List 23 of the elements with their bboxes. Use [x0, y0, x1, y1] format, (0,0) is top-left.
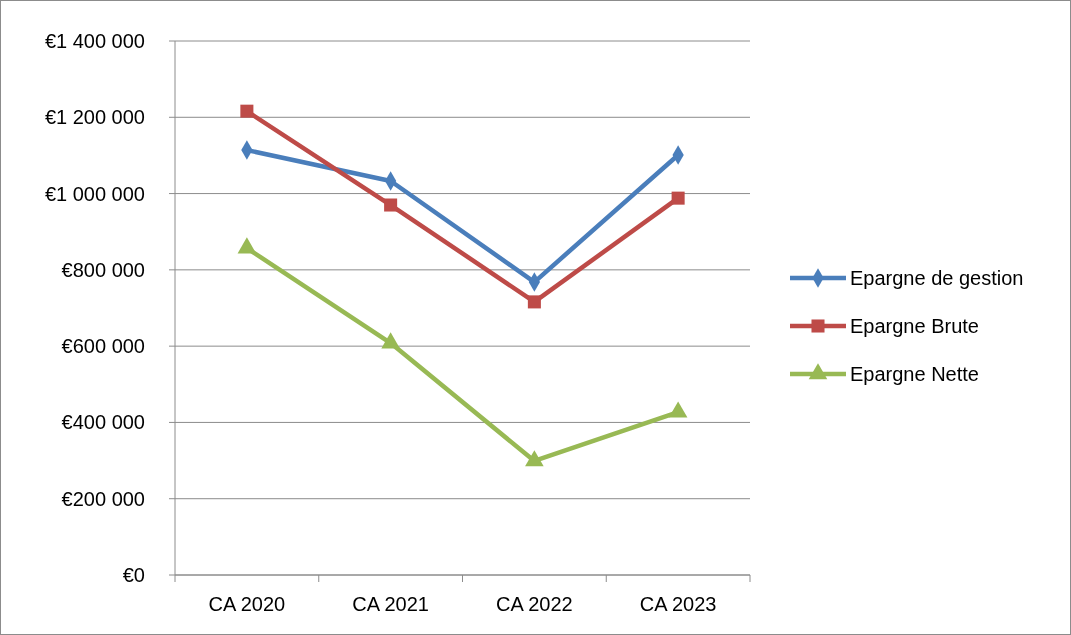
- legend-label: Epargne Nette: [850, 363, 979, 385]
- y-tick-label: €0: [122, 564, 145, 586]
- y-tick-label: €1 400 000: [44, 30, 145, 52]
- point: [527, 295, 541, 309]
- y-tick-label: €200 000: [61, 487, 145, 510]
- legend-label: Epargne Brute: [850, 315, 979, 337]
- point: [384, 198, 398, 212]
- x-tick-label: CA 2020: [208, 593, 286, 615]
- point: [237, 237, 257, 254]
- legend-label: Epargne de gestion: [850, 267, 1024, 289]
- y-tick-label: €1 000 000: [44, 182, 145, 205]
- point: [671, 191, 685, 205]
- y-tick-label: €400 000: [61, 411, 145, 434]
- point: [240, 104, 254, 118]
- point: [668, 401, 688, 418]
- x-tick-label: CA 2022: [496, 593, 573, 615]
- point: [525, 450, 544, 467]
- point: [381, 332, 400, 349]
- x-tick-label: CA 2021: [352, 593, 429, 615]
- y-tick-label: €600 000: [61, 335, 145, 358]
- x-tick-label: CA 2023: [639, 593, 717, 615]
- y-tick-label: €1 200 000: [44, 106, 145, 129]
- y-tick-label: €800 000: [61, 258, 145, 281]
